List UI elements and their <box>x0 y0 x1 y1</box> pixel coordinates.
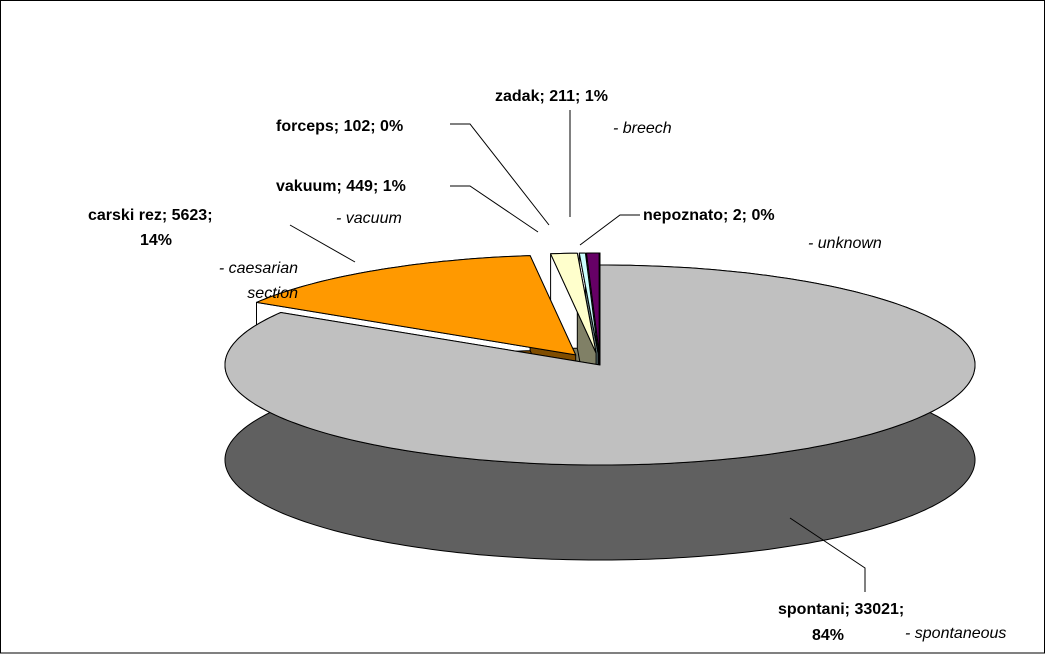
slice <box>224 264 976 466</box>
leader-line <box>789 517 866 592</box>
translation-label: - caesarian <box>219 260 298 277</box>
data-label: forceps; 102; 0% <box>276 118 403 135</box>
data-label: zadak; 211; 1% <box>495 88 608 105</box>
data-label: nepoznato; 2; 0% <box>643 207 775 224</box>
leader-line <box>579 214 640 246</box>
leader-line <box>450 185 539 233</box>
slice <box>586 252 600 354</box>
data-label: vakuum; 449; 1% <box>276 178 406 195</box>
translation-label: - spontaneous <box>905 625 1006 642</box>
translation-label: - breech <box>613 120 672 137</box>
leader-line <box>289 224 356 263</box>
data-label: spontani; 33021; <box>778 601 904 618</box>
slice <box>550 252 597 354</box>
slice <box>578 252 599 354</box>
data-label: carski rez; 5623; <box>88 207 213 224</box>
slice <box>256 255 577 356</box>
data-label: 84% <box>812 627 844 644</box>
data-label: 14% <box>140 232 172 249</box>
translation-label: - unknown <box>808 235 882 252</box>
translation-label: - vacuum <box>336 210 402 227</box>
leader-line <box>450 123 550 226</box>
translation-label: section <box>247 285 298 302</box>
